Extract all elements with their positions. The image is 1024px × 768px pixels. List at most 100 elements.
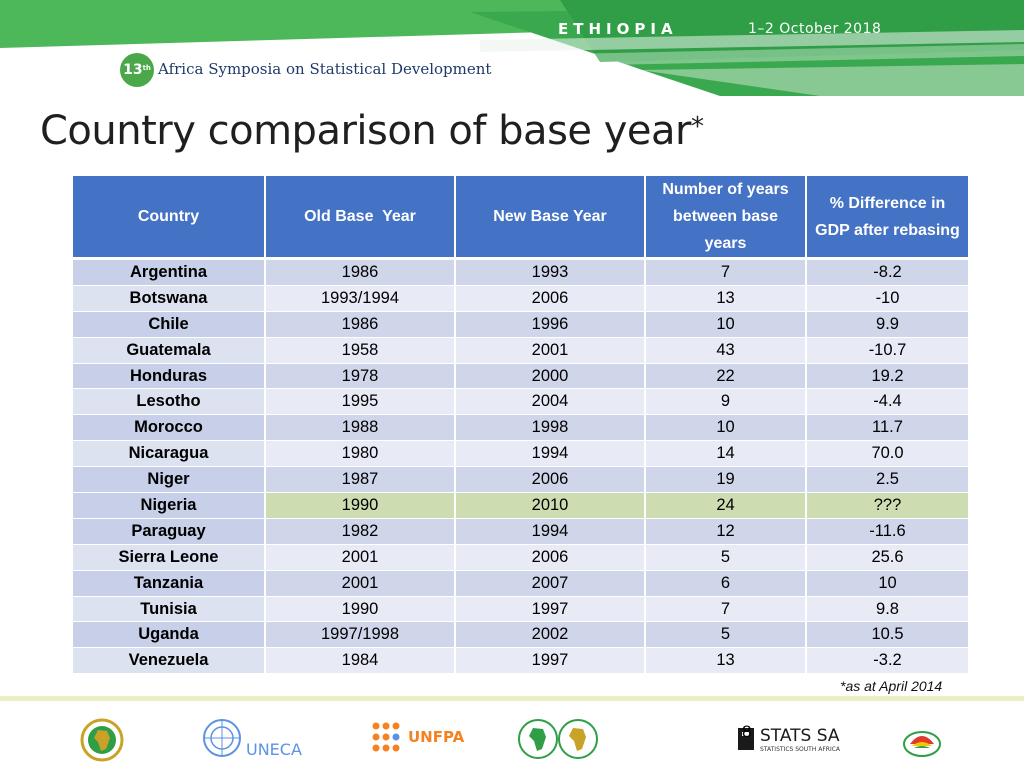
cell-old-base-year: 1982 [266, 518, 456, 545]
symposium-logo-badge: 13th [120, 53, 154, 87]
cell-years-between: 14 [646, 441, 807, 468]
table-row: Sierra Leone 2001 2006 5 25.6 [73, 544, 968, 571]
cell-old-base-year: 1990 [266, 596, 456, 623]
cell-new-base-year: 1996 [456, 311, 646, 338]
cell-new-base-year: 2006 [456, 467, 646, 494]
table-row-highlighted: Nigeria 1990 2010 24??? [73, 493, 968, 519]
cell-old-base-year: 1958 [266, 337, 456, 364]
column-header-old-base-year: Old Base Year [266, 176, 456, 260]
base-year-table: Country Old Base Year New Base Year Numb… [73, 176, 968, 675]
cell-gdp-difference: -3.2 [807, 648, 968, 675]
cell-years-between: 10 [646, 311, 807, 338]
table-row: Chile 1986 1996 10 9.9 [73, 311, 968, 338]
title-asterisk: * [690, 112, 704, 142]
cell-gdp-difference: ??? [807, 493, 968, 519]
cell-new-base-year: 2004 [456, 389, 646, 416]
cell-years-between: 43 [646, 337, 807, 364]
cell-years-between: 24 [646, 493, 807, 519]
cell-gdp-difference: -10.7 [807, 337, 968, 364]
cell-gdp-difference: -11.6 [807, 518, 968, 545]
table-row: Niger 1987 2006 19 2.5 [73, 467, 968, 494]
cell-old-base-year: 1995 [266, 389, 456, 416]
cell-country: Honduras [73, 363, 266, 390]
african-union-logo [80, 718, 124, 767]
footer-divider [0, 696, 1024, 701]
cell-gdp-difference: -10 [807, 285, 968, 312]
un-emblem-logo [200, 716, 244, 765]
cell-country: Niger [73, 467, 266, 494]
cell-new-base-year: 1998 [456, 415, 646, 442]
cell-old-base-year: 1987 [266, 467, 456, 494]
banner-graphic [0, 0, 1024, 96]
cell-new-base-year: 2006 [456, 285, 646, 312]
cell-old-base-year: 1978 [266, 363, 456, 390]
cell-new-base-year: 1993 [456, 260, 646, 286]
column-header-new-base-year: New Base Year [456, 176, 646, 260]
cell-old-base-year: 1986 [266, 311, 456, 338]
cell-country: Uganda [73, 622, 266, 649]
cell-country: Morocco [73, 415, 266, 442]
uneca-label: UNECA [246, 740, 302, 759]
cell-years-between: 6 [646, 570, 807, 597]
table-row: Tanzania 2001 2007 6 10 [73, 570, 968, 597]
cell-new-base-year: 2007 [456, 570, 646, 597]
table-row: Uganda 1997/1998 2002 5 10.5 [73, 622, 968, 649]
cell-gdp-difference: 10 [807, 570, 968, 597]
cell-years-between: 7 [646, 260, 807, 286]
cell-country: Venezuela [73, 648, 266, 675]
page-number: 8 [742, 722, 752, 741]
cell-country: Lesotho [73, 389, 266, 416]
cell-years-between: 13 [646, 285, 807, 312]
table-row: Botswana 1993/1994 2006 13 -10 [73, 285, 968, 312]
cell-new-base-year: 1997 [456, 648, 646, 675]
cell-country: Tunisia [73, 596, 266, 623]
footnote: *as at April 2014 [840, 678, 943, 694]
cell-country: Nicaragua [73, 441, 266, 468]
cell-new-base-year: 2010 [456, 493, 646, 519]
cell-country: Chile [73, 311, 266, 338]
cell-old-base-year: 2001 [266, 544, 456, 571]
cell-old-base-year: 1986 [266, 260, 456, 286]
cell-old-base-year: 1990 [266, 493, 456, 519]
column-header-gdp-difference: % Difference in GDP after rebasing [807, 176, 968, 260]
cell-gdp-difference: 11.7 [807, 415, 968, 442]
cell-gdp-difference: -8.2 [807, 260, 968, 286]
column-header-country: Country [73, 176, 266, 260]
cell-years-between: 7 [646, 596, 807, 623]
table-row: Paraguay 1982 1994 12 -11.6 [73, 518, 968, 545]
cell-new-base-year: 2000 [456, 363, 646, 390]
cell-country: Guatemala [73, 337, 266, 364]
cell-old-base-year: 1997/1998 [266, 622, 456, 649]
stats-sa-label: STATS SA [760, 726, 840, 746]
cell-gdp-difference: -4.4 [807, 389, 968, 416]
cell-new-base-year: 2006 [456, 544, 646, 571]
event-country: ETHIOPIA [558, 20, 678, 38]
cell-country: Tanzania [73, 570, 266, 597]
event-date: 1–2 October 2018 [748, 21, 882, 37]
cell-gdp-difference: 70.0 [807, 441, 968, 468]
table-row: Nicaragua 1980 1994 14 70.0 [73, 441, 968, 468]
stats-sa-subtext: STATISTICS SOUTH AFRICA [760, 746, 841, 753]
edition-suffix: th [142, 64, 151, 72]
cell-old-base-year: 1988 [266, 415, 456, 442]
cell-years-between: 12 [646, 518, 807, 545]
title-text: Country comparison of base year [40, 108, 691, 154]
table-row: Tunisia 1990 1997 7 9.8 [73, 596, 968, 623]
event-name: Africa Symposia on Statistical Developme… [158, 60, 492, 78]
cell-country: Nigeria [73, 493, 266, 519]
cell-old-base-year: 1993/1994 [266, 285, 456, 312]
cell-country: Sierra Leone [73, 544, 266, 571]
table-row: Morocco 1988 1998 10 11.7 [73, 415, 968, 442]
table-row: Lesotho 1995 2004 9 -4.4 [73, 389, 968, 416]
cell-old-base-year: 1980 [266, 441, 456, 468]
ethiopia-csa-logo [900, 720, 944, 765]
cell-country: Argentina [73, 260, 266, 286]
table-header-row: Country Old Base Year New Base Year Numb… [73, 176, 968, 260]
table-row: Argentina 1986 1993 7 -8.2 [73, 260, 968, 286]
cell-country: Botswana [73, 285, 266, 312]
afdb-logo [518, 716, 598, 767]
cell-years-between: 19 [646, 467, 807, 494]
cell-years-between: 5 [646, 544, 807, 571]
unfpa-label: UNFPA [408, 728, 465, 746]
cell-country: Paraguay [73, 518, 266, 545]
